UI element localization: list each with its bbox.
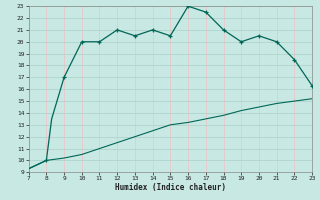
X-axis label: Humidex (Indice chaleur): Humidex (Indice chaleur) xyxy=(115,183,226,192)
